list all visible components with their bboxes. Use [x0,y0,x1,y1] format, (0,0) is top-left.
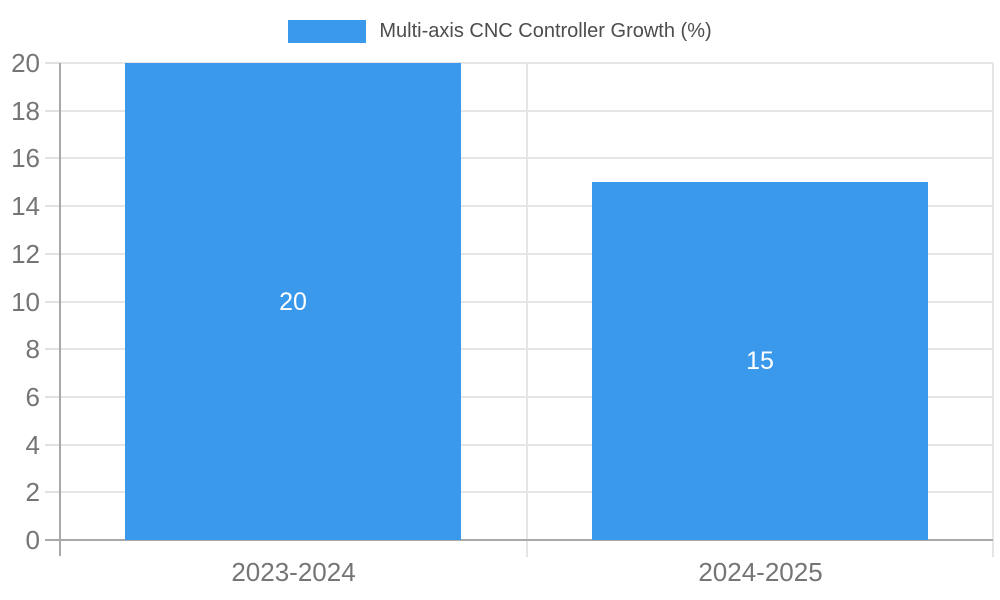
y-tick-mark [45,157,60,159]
y-tick-mark [45,491,60,493]
y-axis-tick-label: 2 [25,477,40,507]
y-tick-mark [45,396,60,398]
y-axis-tick-label: 0 [25,525,40,555]
legend-swatch [288,19,367,43]
x-axis-category-label: 2023-2024 [231,557,356,587]
y-tick-mark [45,253,60,255]
y-axis-tick-label: 4 [25,430,40,460]
x-axis-line [45,539,993,541]
legend-label: Multi-axis CNC Controller Growth (%) [379,19,712,42]
legend: Multi-axis CNC Controller Growth (%) [0,17,1000,45]
bar-2024-2025 [592,182,928,540]
y-axis-tick-label: 14 [11,191,40,221]
y-axis-tick-label: 10 [11,287,40,317]
bar-value-label: 15 [746,347,774,375]
y-tick-mark [45,348,60,350]
y-axis-tick-label: 12 [11,239,40,269]
x-gridline [526,63,528,557]
x-gridline [992,63,994,557]
y-tick-mark [45,301,60,303]
y-tick-mark [45,62,60,64]
y-axis-tick-label: 8 [25,334,40,364]
y-axis-tick-label: 20 [11,48,40,78]
y-tick-mark [45,110,60,112]
y-tick-mark [45,205,60,207]
y-axis-tick-label: 6 [25,382,40,412]
y-axis-tick-label: 16 [11,143,40,173]
bar-2023-2024 [125,63,461,540]
bar-value-label: 20 [279,288,307,316]
y-tick-mark [45,444,60,446]
y-axis-tick-label: 18 [11,96,40,126]
y-axis-line [59,63,61,556]
x-axis-category-label: 2024-2025 [698,557,823,587]
